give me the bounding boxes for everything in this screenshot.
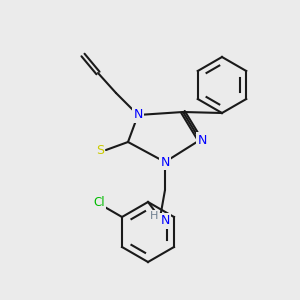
Text: S: S xyxy=(96,143,104,157)
Text: N: N xyxy=(160,214,170,227)
Text: N: N xyxy=(160,155,170,169)
Text: H: H xyxy=(150,211,158,221)
Text: N: N xyxy=(133,109,143,122)
Text: Cl: Cl xyxy=(93,196,105,208)
Text: N: N xyxy=(197,134,207,146)
